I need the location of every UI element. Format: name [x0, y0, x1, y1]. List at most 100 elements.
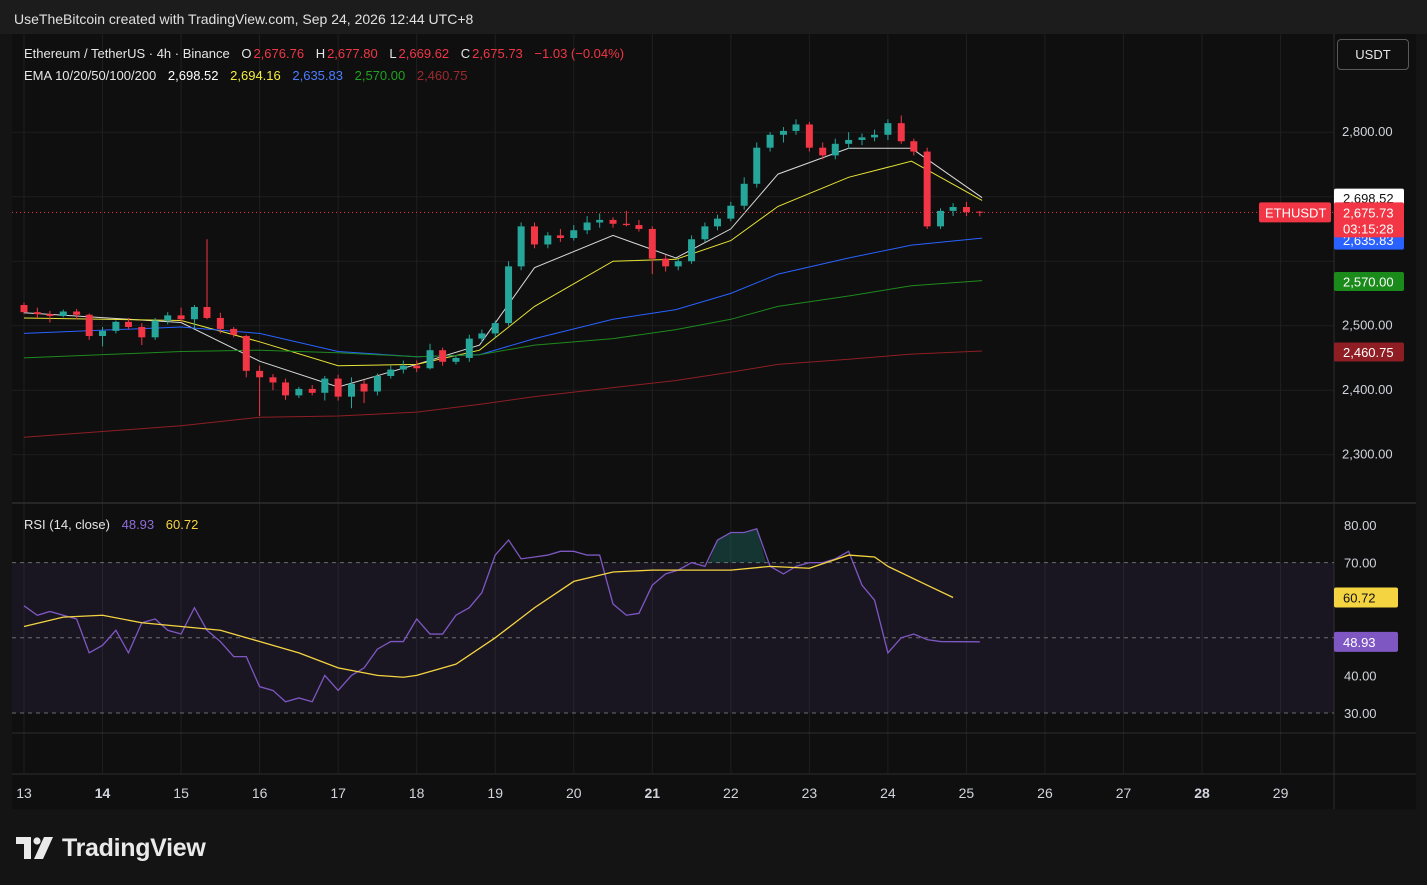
- chart-canvas[interactable]: 2,300.00 2,400.00 2,500.00 2,800.00 30.00 40.…: [12, 34, 1416, 809]
- candle-body: [740, 183, 748, 206]
- open-value: 2,676.76: [253, 46, 305, 61]
- chart-background: [12, 34, 1416, 809]
- candle-body: [73, 311, 81, 315]
- price-axis[interactable]: 2,300.00 2,400.00 2,500.00 2,800.00 30.00 40.…: [1259, 124, 1404, 721]
- ema100-tag-bg: [1334, 272, 1404, 292]
- candle-body: [648, 228, 656, 259]
- grid-lines: [12, 34, 1416, 809]
- time-tick-label: 17: [330, 785, 346, 801]
- rsi-ma-tag: 60.72: [1343, 590, 1376, 605]
- candle-body: [976, 211, 984, 213]
- ema200-tag-bg: [1334, 342, 1404, 362]
- candle-body: [805, 124, 813, 148]
- currency-button[interactable]: USDT: [1337, 39, 1409, 70]
- attribution-text: UseTheBitcoin created with TradingView.c…: [14, 11, 474, 27]
- ema100-value: 2,570.00: [354, 68, 406, 83]
- rsi-legend: RSI (14, close) 48.93 60.72: [24, 517, 200, 532]
- change-value: −1.03 (−0.04%): [534, 46, 625, 61]
- close-label: C: [460, 46, 471, 61]
- tradingview-logo-text: TradingView: [62, 833, 206, 862]
- candle-body: [33, 312, 41, 315]
- rsi-tick-label: 30.00: [1344, 706, 1377, 721]
- price-tick-label: 2,500.00: [1342, 318, 1393, 333]
- ema-lines: [12, 147, 1334, 438]
- symbol-label[interactable]: Ethereum / TetherUS · 4h · Binance: [24, 46, 230, 61]
- rsi-tick-label: 70.00: [1344, 556, 1377, 571]
- rsi-panel: [12, 527, 1334, 714]
- rsi-ma-line: [23, 554, 954, 678]
- time-tick-label: 21: [645, 785, 661, 801]
- candle-body: [910, 141, 918, 152]
- candles: [20, 115, 984, 416]
- candle-body: [583, 222, 591, 231]
- time-tick-label: 13: [16, 785, 32, 801]
- candle-body: [674, 261, 682, 267]
- ema200-tag: 2,460.75: [1343, 345, 1394, 360]
- ema50-value: 2,635.83: [292, 68, 343, 83]
- candle-body: [151, 320, 159, 338]
- candle-body: [465, 338, 473, 358]
- time-tick-label: 26: [1037, 785, 1053, 801]
- ema20-value: 2,694.16: [230, 68, 281, 83]
- time-tick-label: 25: [959, 785, 975, 801]
- candle-body: [727, 205, 735, 219]
- candle-body: [295, 388, 303, 396]
- price-tick-label: 2,300.00: [1342, 447, 1393, 462]
- time-tick-label: 24: [880, 785, 896, 801]
- candle-body: [59, 311, 67, 317]
- ema100-tag: 2,570.00: [1343, 275, 1394, 290]
- ema-line-4: [23, 280, 983, 359]
- candle-body: [321, 378, 329, 393]
- candle-body: [360, 383, 368, 392]
- ema-label[interactable]: EMA 10/20/50/100/200: [24, 68, 157, 83]
- candle-body: [112, 321, 120, 331]
- time-tick-label: 16: [252, 785, 268, 801]
- top-bar: UseTheBitcoin created with TradingView.c…: [0, 0, 1427, 34]
- time-tick-label: 15: [173, 785, 189, 801]
- candle-body: [46, 314, 54, 317]
- time-tick-label: 20: [566, 785, 582, 801]
- candle-body: [399, 365, 407, 370]
- candle-body: [884, 123, 892, 135]
- countdown-tag: 03:15:28: [1343, 221, 1394, 236]
- candle-body: [439, 350, 447, 362]
- time-tick-label: 29: [1273, 785, 1289, 801]
- candle-body: [216, 317, 224, 329]
- candle-body: [622, 223, 630, 226]
- symbol-tag: ETHUSDT: [1265, 205, 1326, 220]
- candle-body: [282, 382, 290, 396]
- candle-body: [20, 305, 28, 313]
- rsi-ma-tag-bg: [1334, 587, 1398, 608]
- candle-body: [190, 306, 198, 320]
- candle-body: [845, 139, 853, 144]
- candle-body: [544, 235, 552, 245]
- candle-body: [858, 137, 866, 140]
- close-value: 2,675.73: [472, 46, 523, 61]
- candle-body: [596, 219, 604, 223]
- candle-body: [203, 306, 211, 318]
- ema-line-3: [23, 237, 983, 358]
- candle-body: [701, 226, 709, 240]
- time-tick-label: 28: [1194, 785, 1210, 801]
- rsi-line: [23, 527, 980, 703]
- candle-body: [962, 207, 970, 213]
- last-price-tag: 2,675.73: [1343, 205, 1394, 220]
- time-axis[interactable]: 13 14 15 16 17 18 19 20 21 22 23 24 25 26 27 28 29: [16, 785, 1288, 801]
- candle-body: [779, 130, 787, 135]
- rsi-label[interactable]: RSI (14, close): [24, 517, 110, 532]
- candle-body: [99, 330, 107, 337]
- symbol-tag-bg: [1259, 202, 1331, 223]
- candle-body: [923, 151, 931, 227]
- candle-body: [230, 328, 238, 335]
- candle-body: [819, 147, 827, 156]
- tradingview-logo-icon: [16, 837, 53, 859]
- price-tick-label: 2,400.00: [1342, 382, 1393, 397]
- rsi-band-background: [12, 562, 1334, 713]
- candle-body: [766, 134, 774, 148]
- rsi-ma-value: 60.72: [165, 517, 199, 532]
- tradingview-logo[interactable]: TradingView: [16, 832, 206, 864]
- candle-body: [308, 388, 316, 393]
- rsi-tag: 48.93: [1343, 635, 1376, 650]
- open-label: O: [241, 46, 252, 61]
- candle-body: [334, 378, 342, 397]
